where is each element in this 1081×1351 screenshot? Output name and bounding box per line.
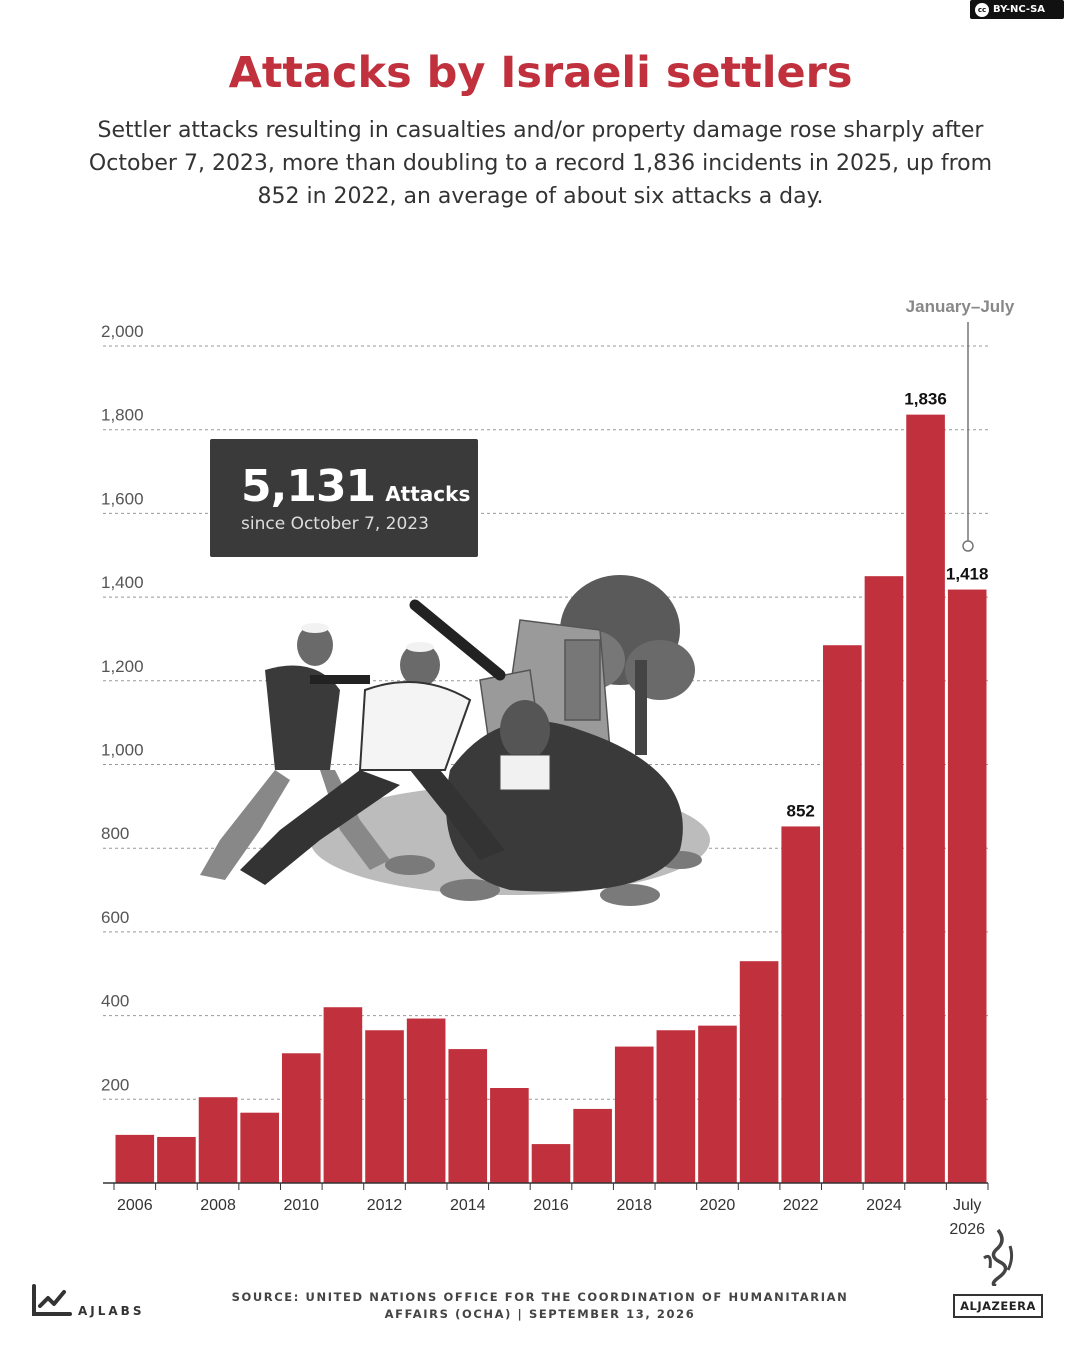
bar-2012 xyxy=(365,1030,404,1183)
bar-2026 xyxy=(947,589,987,1183)
y-tick-label: 800 xyxy=(101,824,129,843)
x-tick-label: 2016 xyxy=(533,1197,569,1214)
annotation-label: January–July xyxy=(906,297,1015,316)
x-tick-label: 2006 xyxy=(117,1197,153,1214)
bar-2023 xyxy=(823,645,862,1183)
bars xyxy=(115,414,987,1183)
total-attacks-callout: 5,131 Attacks since October 7, 2023 xyxy=(210,439,478,557)
bar-2017 xyxy=(573,1108,612,1183)
source-line-2: AFFAIRS (OCHA) | SEPTEMBER 13, 2026 xyxy=(384,1307,696,1321)
ajlabs-label: AJLABS xyxy=(78,1304,145,1318)
x-tick-label-year: 2026 xyxy=(949,1221,985,1238)
creative-commons-icon: cc xyxy=(975,2,989,17)
x-axis: 2006 2008 2010 2012 2014 2016 2018 2020 2022 2024… xyxy=(103,1182,989,1238)
bar-2014 xyxy=(448,1049,488,1183)
data-label-2025: 1,836 xyxy=(904,390,947,409)
x-tick-label: 2020 xyxy=(700,1197,736,1214)
callout-number: 5,131 xyxy=(241,461,376,512)
y-tick-label: 1,200 xyxy=(101,657,144,676)
x-tick-label: 2014 xyxy=(450,1197,486,1214)
bar-2013 xyxy=(406,1018,446,1183)
source-note: SOURCE: UNITED NATIONS OFFICE FOR THE CO… xyxy=(215,1289,865,1323)
bar-2022 xyxy=(781,826,821,1183)
annotation-layer: January–July xyxy=(906,297,1015,552)
bar-2006 xyxy=(115,1134,155,1183)
bar-2025 xyxy=(906,414,945,1183)
x-tick-label: 2010 xyxy=(283,1197,319,1214)
annotation-marker xyxy=(962,540,974,552)
x-tick-label: 2008 xyxy=(200,1197,236,1214)
aljazeera-logo: ALJAZEERA xyxy=(948,1228,1048,1318)
ajlabs-logo: AJLABS xyxy=(30,1282,144,1318)
aljazeera-wordmark: ALJAZEERA xyxy=(953,1294,1043,1318)
bar-2009 xyxy=(240,1112,279,1183)
bar-2011 xyxy=(323,1007,363,1183)
bar-2018 xyxy=(614,1046,654,1183)
x-tick-label: 2018 xyxy=(616,1197,652,1214)
y-tick-label: 1,600 xyxy=(101,489,144,508)
x-tick-label: 2012 xyxy=(367,1197,403,1214)
y-tick-label: 400 xyxy=(101,992,129,1011)
bar-2007 xyxy=(157,1136,196,1183)
settler-attack-illustration-icon xyxy=(200,575,710,906)
bar-2021 xyxy=(739,961,779,1183)
x-tick-label: 2024 xyxy=(866,1197,902,1214)
y-tick-label: 200 xyxy=(101,1075,129,1094)
y-tick-label: 2,000 xyxy=(101,322,144,341)
aljazeera-calligraphy-icon xyxy=(983,1228,1014,1288)
y-tick-label: 1,400 xyxy=(101,573,144,592)
bar-2024 xyxy=(864,576,904,1183)
data-label-2026: 1,418 xyxy=(946,565,989,584)
page-subtitle: Settler attacks resulting in casualties … xyxy=(88,118,993,209)
license-label: BY-NC-SA xyxy=(993,4,1046,15)
source-line-1: SOURCE: UNITED NATIONS OFFICE FOR THE CO… xyxy=(231,1290,849,1304)
data-label-2022: 852 xyxy=(787,801,815,820)
data-labels: 852 1,836 1,418 xyxy=(787,390,989,821)
page-title: Attacks by Israeli settlers xyxy=(228,48,853,98)
bar-2010 xyxy=(281,1053,321,1183)
grid-lines: 200 400 600 800 1,000 1,200 1,400 1,600 1,800 2,0… xyxy=(101,322,988,1100)
license-badge: cc BY-NC-SA xyxy=(970,0,1064,19)
bar-2019 xyxy=(656,1030,696,1183)
y-tick-label: 1,800 xyxy=(101,406,144,425)
bar-2008 xyxy=(198,1097,238,1183)
bar-2016 xyxy=(531,1144,571,1183)
y-tick-label: 600 xyxy=(101,908,129,927)
x-tick-label: 2022 xyxy=(783,1197,819,1214)
callout-since: since October 7, 2023 xyxy=(241,514,429,534)
callout-unit: Attacks xyxy=(385,482,471,506)
bar-2015 xyxy=(490,1088,529,1183)
x-tick-label: July xyxy=(953,1197,981,1214)
ajlabs-chart-icon xyxy=(32,1284,72,1316)
bar-2020 xyxy=(698,1025,737,1183)
y-tick-label: 1,000 xyxy=(101,741,144,760)
